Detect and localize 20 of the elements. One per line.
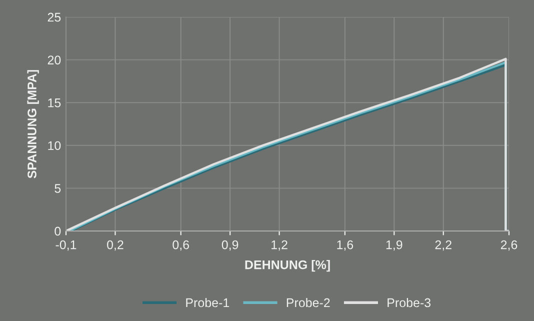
y-tick-label: 15	[48, 98, 61, 108]
x-tick-label: 1,9	[386, 240, 402, 251]
legend-label: Probe-3	[388, 298, 431, 308]
x-tick-label: 0,6	[172, 240, 189, 251]
x-tick-label: 2,2	[435, 240, 452, 251]
y-tick-label: 25	[48, 12, 61, 22]
y-tick-label: 5	[54, 184, 61, 193]
x-tick-label: 1,2	[272, 240, 288, 251]
y-tick-label: 10	[48, 141, 61, 150]
legend-label: Probe-1	[186, 298, 230, 308]
y-tick-label: 20	[48, 56, 61, 64]
x-axis-title: DEHNUNG [%]	[245, 260, 330, 272]
x-tick-label: 0,9	[222, 240, 238, 251]
y-axis-title: SPANNUNG [MPA]	[27, 70, 39, 178]
legend-label: Probe-2	[286, 298, 330, 308]
y-tick-label: 0	[54, 226, 61, 236]
x-tick-label: 2,6	[500, 240, 518, 251]
x-tick-label: 1,6	[337, 240, 354, 251]
x-tick-label: -0,1	[56, 240, 76, 251]
x-tick-label: 0,2	[107, 240, 124, 251]
